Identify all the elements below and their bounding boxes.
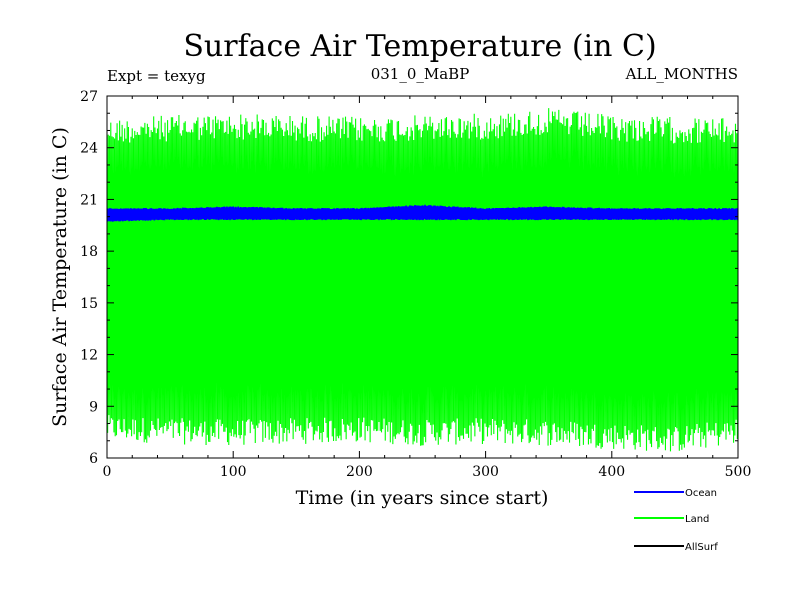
y-tick-label: 21 <box>80 192 98 208</box>
y-tick-label: 15 <box>80 296 98 312</box>
y-axis-label: Surface Air Temperature (in C) <box>49 127 71 427</box>
legend-label: AllSurf <box>685 542 718 553</box>
x-tick-label: 0 <box>103 464 112 480</box>
legend-label: Ocean <box>685 488 717 499</box>
legend-item-ocean: Ocean <box>634 488 717 499</box>
legend-label: Land <box>685 514 709 525</box>
series-line-land <box>107 108 738 452</box>
chart-title: Surface Air Temperature (in C) <box>183 29 656 64</box>
legend-item-allsurf: AllSurf <box>634 542 718 553</box>
series-land <box>107 108 738 452</box>
y-tick-label: 6 <box>89 451 98 467</box>
y-tick-label: 27 <box>80 89 98 105</box>
x-tick-label: 100 <box>220 464 247 480</box>
expt-label: Expt = texyg <box>107 67 206 85</box>
series-ocean <box>107 204 738 222</box>
axes: 0 100 200 300 400 500 6 9 12 15 18 21 24 27 <box>80 89 751 480</box>
x-axis-label: Time (in years since start) <box>296 487 549 509</box>
x-tick-label: 400 <box>598 464 625 480</box>
x-tick-label: 300 <box>472 464 499 480</box>
x-tick-label: 200 <box>346 464 373 480</box>
legend: Ocean Land AllSurf <box>634 488 718 553</box>
months-label: ALL_MONTHS <box>625 65 738 83</box>
y-tick-label: 12 <box>80 348 98 364</box>
y-tick-label: 9 <box>89 399 98 415</box>
y-tick-label: 24 <box>80 141 98 157</box>
plot-area <box>107 108 738 452</box>
x-tick-label: 500 <box>725 464 752 480</box>
y-tick-label: 18 <box>80 244 98 260</box>
run-label: 031_0_MaBP <box>371 65 470 83</box>
legend-item-land: Land <box>634 514 709 525</box>
plot-frame <box>106 95 739 459</box>
series-line-ocean <box>107 204 738 222</box>
